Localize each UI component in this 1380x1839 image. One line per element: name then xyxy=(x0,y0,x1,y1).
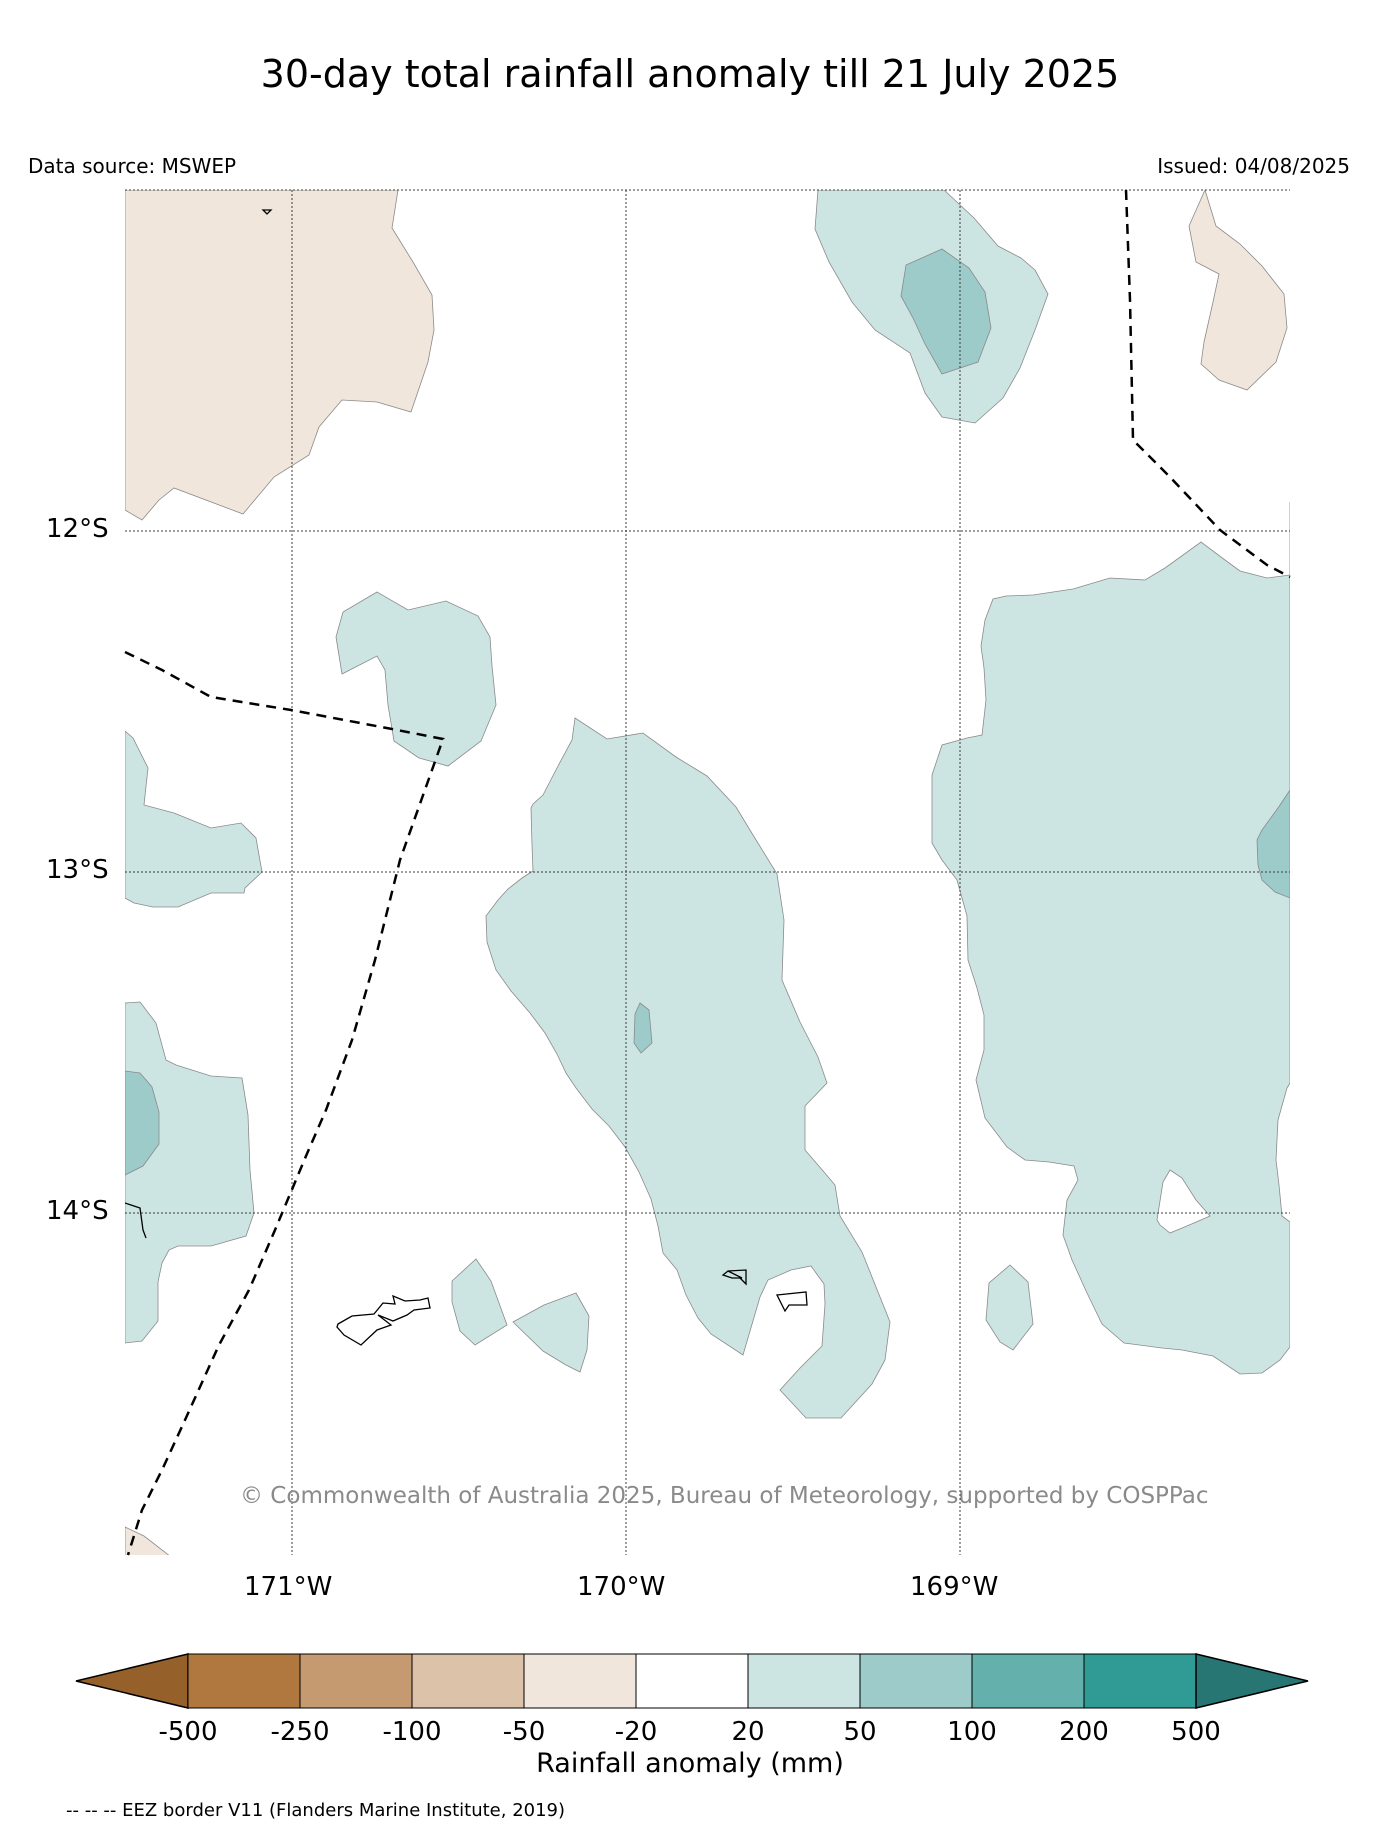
issued-date-label: Issued: 04/08/2025 xyxy=(1157,154,1350,178)
island-west-edge xyxy=(124,1202,147,1239)
wet-core-east xyxy=(1256,789,1290,899)
colorbar-segment xyxy=(523,1653,637,1709)
colorbar xyxy=(75,1653,1309,1709)
eez-border xyxy=(124,189,1291,1556)
dry-hole-east xyxy=(1156,1169,1211,1234)
dry-region-northwest xyxy=(125,190,435,521)
map-gridlines xyxy=(125,189,1290,1555)
colorbar-segment xyxy=(859,1653,973,1709)
colorbar-label: Rainfall anomaly (mm) xyxy=(536,1748,844,1779)
copyright-notice: © Commonwealth of Australia 2025, Bureau… xyxy=(240,1483,1209,1509)
wet-region-east xyxy=(931,502,1290,1375)
island-ofu xyxy=(721,1269,747,1286)
colorbar-tick: -100 xyxy=(382,1717,442,1747)
colorbar-tick: -250 xyxy=(270,1717,330,1747)
lat-label-12s: 12°S xyxy=(46,514,109,544)
colorbar-extend-low xyxy=(75,1653,189,1709)
colorbar-extend-high xyxy=(1195,1653,1309,1709)
wet-core-west xyxy=(125,1070,160,1176)
dry-region-northeast xyxy=(1188,190,1288,391)
map-title: 30-day total rainfall anomaly till 21 Ju… xyxy=(260,52,1120,96)
colorbar-segment xyxy=(971,1653,1085,1709)
colorbar-segment xyxy=(635,1653,749,1709)
colorbar-segment xyxy=(1083,1653,1197,1709)
colorbar-segment xyxy=(299,1653,413,1709)
wet-region-central xyxy=(485,717,891,1419)
wet-region-west-lower xyxy=(125,1001,255,1344)
colorbar-tick: 50 xyxy=(843,1717,877,1747)
island-coastlines xyxy=(124,209,808,1346)
island-tau xyxy=(775,1291,808,1313)
lon-label-170w: 170°W xyxy=(577,1572,666,1602)
lon-label-171w: 171°W xyxy=(244,1572,333,1602)
colorbar-tick: -50 xyxy=(502,1717,546,1747)
wet-region-south-2 xyxy=(512,1292,590,1373)
wet-core-central xyxy=(633,1002,653,1054)
lat-label-13s: 13°S xyxy=(46,855,109,885)
wet-region-south-1 xyxy=(451,1258,508,1346)
wet-region-west-upper xyxy=(125,730,263,908)
eez-border-east xyxy=(1124,189,1291,579)
eez-legend-note: -- -- -- EEZ border V11 (Flanders Marine… xyxy=(66,1800,566,1821)
colorbar-tick: 100 xyxy=(947,1717,997,1747)
colorbar-segment xyxy=(411,1653,525,1709)
colorbar-tick: 200 xyxy=(1059,1717,1109,1747)
colorbar-tick: -20 xyxy=(614,1717,658,1747)
colorbar-segment xyxy=(187,1653,301,1709)
colorbar-tick: 20 xyxy=(731,1717,765,1747)
island-tutuila xyxy=(336,1294,431,1346)
lat-label-14s: 14°S xyxy=(46,1196,109,1226)
colorbar-segment xyxy=(747,1653,861,1709)
eez-border-west xyxy=(124,650,445,1556)
dry-region-southwest xyxy=(125,1526,170,1555)
wet-region-northwest xyxy=(335,591,497,767)
island-swains-small xyxy=(261,209,273,215)
data-source-label: Data source: MSWEP xyxy=(28,154,237,178)
wet-core-north xyxy=(900,248,992,375)
wet-region-south-3 xyxy=(985,1264,1034,1351)
colorbar-tick: 500 xyxy=(1171,1717,1221,1747)
colorbar-tick: -500 xyxy=(158,1717,218,1747)
lon-label-169w: 169°W xyxy=(910,1572,999,1602)
